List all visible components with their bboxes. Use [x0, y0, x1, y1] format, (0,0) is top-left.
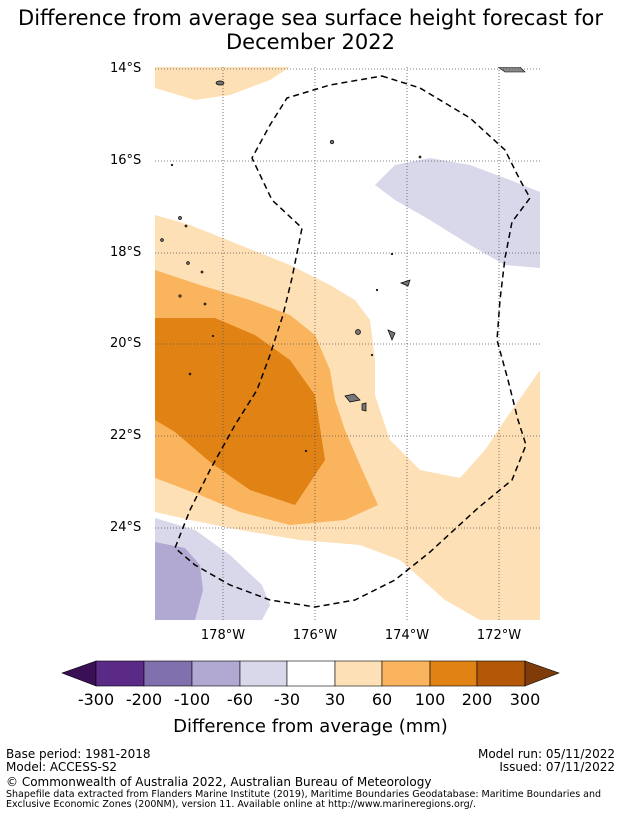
lat-label-24s: 24°S	[110, 520, 142, 535]
colorbar-bin-6	[334, 660, 383, 687]
base-period: Base period: 1981-2018	[6, 747, 151, 761]
lon-label-172w: 172°W	[476, 628, 522, 643]
colorbar-tick: 100	[414, 690, 446, 709]
colorbar-bin-2	[143, 660, 193, 687]
lon-label-174w: 174°W	[384, 628, 430, 643]
colorbar-bin-7	[381, 660, 431, 687]
gridlines	[155, 67, 540, 620]
map-title: Difference from average sea surface heig…	[0, 6, 621, 54]
lat-label-14s: 14°S	[110, 61, 142, 76]
islands	[160, 80, 422, 453]
colorbar-tick: -60	[226, 690, 254, 709]
shapefile-credit-2: Exclusive Economic Zones (200NM), versio…	[6, 799, 476, 810]
colorbar-extend-high	[524, 660, 560, 687]
anomaly-100-200	[155, 318, 325, 505]
lat-label-20s: 20°S	[110, 336, 142, 351]
colorbar-tick: 300	[509, 690, 541, 709]
colorbar-bin-5	[286, 660, 336, 687]
eez-boundary	[174, 75, 531, 608]
lat-label-18s: 18°S	[110, 245, 142, 260]
colorbar-tick: 30	[324, 690, 346, 709]
colorbar-extend-low	[61, 660, 97, 687]
colorbar-title: Difference from average (mm)	[173, 716, 448, 737]
colorbar-bin-8	[429, 660, 478, 687]
anomaly-neg30-60-east	[375, 158, 540, 268]
shapefile-credit-1: Shapefile data extracted from Flanders M…	[6, 789, 602, 800]
colorbar-bin-1	[95, 660, 145, 687]
colorbar	[61, 660, 560, 687]
lon-label-178w: 178°W	[200, 628, 246, 643]
lat-label-22s: 22°S	[110, 428, 142, 443]
anomaly-field	[155, 67, 540, 620]
copyright: © Commonwealth of Australia 2022, Austra…	[6, 775, 432, 789]
lon-label-176w: 176°W	[292, 628, 338, 643]
colorbar-tick: -200	[125, 690, 163, 709]
colorbar-tick: -100	[173, 690, 211, 709]
colorbar-bin-4	[239, 660, 288, 687]
model-run: Model run: 05/11/2022	[477, 747, 615, 761]
colorbar-tick: -300	[77, 690, 115, 709]
colorbar-tick: 200	[461, 690, 493, 709]
colorbar-tick: 60	[371, 690, 393, 709]
title-line-1: Difference from average sea surface heig…	[18, 6, 603, 30]
colorbar-bin-9	[476, 660, 526, 687]
anomaly-neg60-100-southwest	[155, 542, 203, 620]
land-ne-corner	[497, 67, 526, 73]
title-line-2: December 2022	[225, 30, 395, 54]
colorbar-bin-3	[191, 660, 241, 687]
model-name: Model: ACCESS-S2	[6, 760, 118, 774]
lat-label-16s: 16°S	[110, 153, 142, 168]
colorbar-tick: -30	[273, 690, 301, 709]
issued-date: Issued: 07/11/2022	[499, 760, 615, 774]
